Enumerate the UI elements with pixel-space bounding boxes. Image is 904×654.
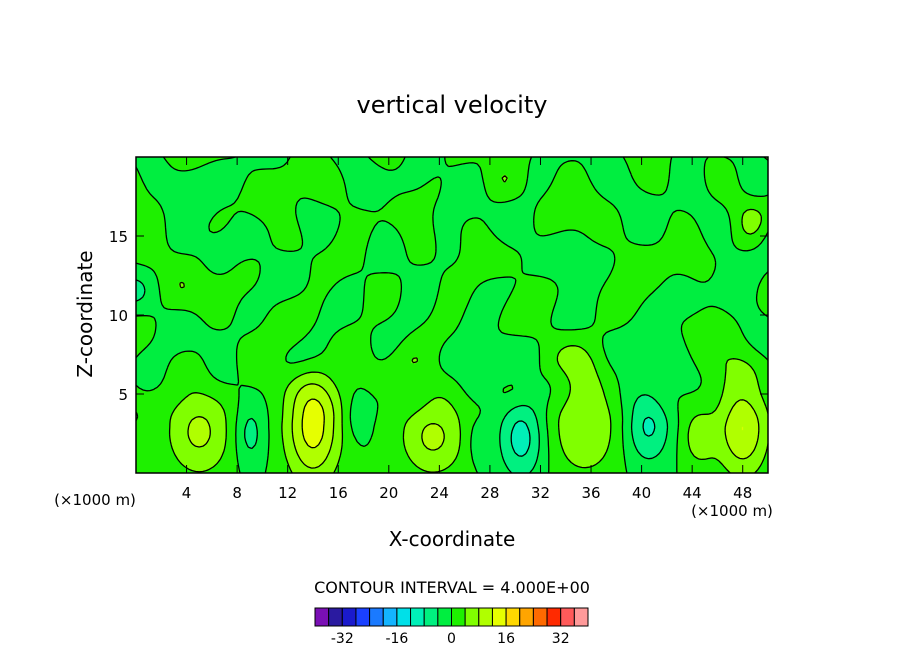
colorbar-swatch bbox=[532, 607, 548, 627]
colorbar-tick-label: 16 bbox=[497, 631, 515, 647]
y-axis-label: Z-coordinate bbox=[73, 250, 97, 377]
colorbar-swatch bbox=[546, 607, 562, 627]
colorbar-swatch bbox=[396, 607, 412, 627]
y-tick-label: 5 bbox=[118, 386, 128, 404]
colorbar-swatch bbox=[560, 607, 575, 627]
x-tick-label: 20 bbox=[379, 484, 398, 502]
colorbar bbox=[314, 607, 589, 627]
x-tick-label: 36 bbox=[581, 484, 600, 502]
x-tick-label: 40 bbox=[632, 484, 651, 502]
contour-positive bbox=[168, 175, 769, 474]
colorbar-swatch bbox=[355, 607, 371, 627]
colorbar-swatch bbox=[451, 607, 466, 627]
colorbar-swatch bbox=[519, 607, 534, 627]
colorbar-swatch bbox=[437, 607, 453, 627]
x-axis-ticks: 4 8 12 16 20 24 28 32 36 40 44 48 bbox=[182, 157, 752, 502]
colorbar-swatch bbox=[369, 607, 384, 627]
y-tick-label: 10 bbox=[109, 307, 128, 325]
x-tick-label: 28 bbox=[480, 484, 499, 502]
colorbar-swatch bbox=[491, 607, 507, 627]
colorbar-tick-label: -16 bbox=[385, 631, 408, 647]
x-tick-label: 12 bbox=[278, 484, 297, 502]
heatmap-image bbox=[136, 157, 768, 473]
contour-positive bbox=[301, 398, 325, 449]
colorbar-swatch bbox=[341, 607, 357, 627]
x-tick-label: 16 bbox=[329, 484, 348, 502]
x-tick-label: 48 bbox=[733, 484, 752, 502]
colorbar-swatch bbox=[505, 607, 521, 627]
x-axis-label: X-coordinate bbox=[389, 527, 516, 551]
contour-lines bbox=[135, 156, 769, 474]
colorbar-swatch bbox=[573, 607, 589, 627]
x-tick-label: 24 bbox=[430, 484, 449, 502]
colorbar-swatch bbox=[423, 607, 439, 627]
x-tick-label: 4 bbox=[182, 484, 192, 502]
colorbar-swatch bbox=[410, 607, 425, 627]
chart-title: vertical velocity bbox=[357, 91, 548, 119]
x-unit-left: (×1000 m) bbox=[54, 491, 136, 509]
contour-positive bbox=[135, 156, 769, 474]
contour-positive bbox=[187, 383, 760, 469]
colorbar-tick-label: 0 bbox=[447, 631, 456, 647]
x-unit-right: (×1000 m) bbox=[691, 502, 773, 520]
colorbar-swatch bbox=[328, 607, 343, 627]
y-axis-ticks: 5 10 15 bbox=[109, 228, 768, 404]
colorbar-tick-label: 32 bbox=[552, 631, 570, 647]
contour-interval-label: CONTOUR INTERVAL = 4.000E+00 bbox=[314, 578, 590, 597]
colorbar-tick-label: -32 bbox=[331, 631, 354, 647]
plot-area bbox=[135, 156, 769, 474]
colorbar-labels: -32 -16 0 16 32 bbox=[331, 631, 570, 647]
y-tick-label: 15 bbox=[109, 228, 128, 246]
colorbar-swatch bbox=[464, 607, 480, 627]
colorbar-swatch bbox=[382, 607, 398, 627]
contour-negative bbox=[135, 279, 669, 474]
x-tick-label: 8 bbox=[232, 484, 242, 502]
colorbar-swatch bbox=[478, 607, 493, 627]
colorbar-swatch bbox=[314, 607, 330, 627]
x-tick-label: 44 bbox=[683, 484, 702, 502]
x-tick-label: 32 bbox=[531, 484, 550, 502]
contour-negative bbox=[510, 416, 656, 457]
